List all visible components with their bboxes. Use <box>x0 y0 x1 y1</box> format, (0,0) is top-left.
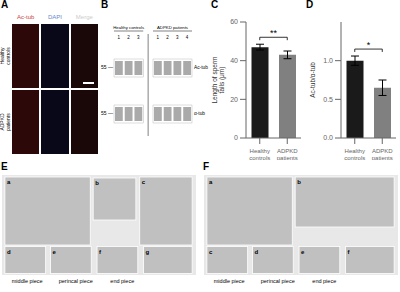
svg-text:e: e <box>53 249 57 255</box>
svg-text:0.5: 0.5 <box>323 96 333 103</box>
svg-text:Healthy controls: Healthy controls <box>113 25 144 30</box>
svg-text:Ac-tub: Ac-tub <box>194 65 208 70</box>
svg-text:d: d <box>255 249 259 255</box>
svg-text:f: f <box>99 249 102 255</box>
html-text:Ac-tub/α-tub: Ac-tub/α-tub <box>309 62 317 98</box>
svg-text:*: * <box>367 40 371 50</box>
svg-text:perincal piece: perincal piece <box>59 278 93 284</box>
html-text:E: E <box>1 161 8 172</box>
svg-text:c: c <box>142 179 146 185</box>
svg-text:0: 0 <box>234 134 238 141</box>
svg-text:3: 3 <box>137 35 140 40</box>
html-text:C: C <box>211 0 219 10</box>
html-text:DAPI: DAPI <box>48 14 62 20</box>
html-text:Merge: Merge <box>75 14 93 20</box>
svg-text:55 —: 55 — <box>101 64 113 70</box>
svg-text:1.0: 1.0 <box>323 57 333 64</box>
svg-text:e: e <box>301 249 305 255</box>
svg-text:40: 40 <box>230 57 238 64</box>
svg-text:4: 4 <box>186 35 189 40</box>
svg-text:middle piece: middle piece <box>214 278 245 284</box>
svg-text:d: d <box>8 249 11 255</box>
svg-text:0.0: 0.0 <box>323 134 333 141</box>
svg-text:ADPKD patients: ADPKD patients <box>157 25 188 30</box>
svg-text:1: 1 <box>118 35 121 40</box>
svg-text:2: 2 <box>127 35 130 40</box>
svg-text:g: g <box>146 249 150 255</box>
svg-text:2: 2 <box>166 35 169 40</box>
svg-text:60: 60 <box>230 18 238 25</box>
svg-text:ADPKDpatients: ADPKDpatients <box>277 148 299 160</box>
svg-text:Healthycontrols: Healthycontrols <box>344 148 365 160</box>
html-text:F: F <box>203 161 210 172</box>
svg-text:Healthycontrols: Healthycontrols <box>249 148 270 160</box>
svg-text:middle piece: middle piece <box>12 278 43 284</box>
svg-text:c: c <box>209 249 213 255</box>
svg-text:perincal piece: perincal piece <box>261 278 295 284</box>
svg-text:ADPKDpatients: ADPKDpatients <box>372 148 392 160</box>
svg-text:b: b <box>95 180 99 186</box>
html-text:Length of sperm tails (μm): Length of sperm tails (μm) <box>210 56 225 104</box>
svg-text:α-tub: α-tub <box>194 111 205 116</box>
svg-text:55 —: 55 — <box>101 110 113 116</box>
svg-text:**: ** <box>270 28 278 38</box>
svg-text:20: 20 <box>230 96 238 103</box>
svg-text:1: 1 <box>157 35 160 40</box>
html-text:Ac-tub: Ac-tub <box>17 14 35 20</box>
svg-text:end piece: end piece <box>312 278 336 284</box>
svg-text:a: a <box>209 179 213 185</box>
html-text:B: B <box>101 0 109 10</box>
svg-text:end piece: end piece <box>110 278 134 284</box>
svg-text:b: b <box>297 179 301 185</box>
html-text:A: A <box>1 0 9 10</box>
svg-text:f: f <box>348 249 351 255</box>
svg-text:3: 3 <box>176 35 179 40</box>
svg-text:a: a <box>8 179 11 185</box>
html-text:D: D <box>306 0 314 10</box>
